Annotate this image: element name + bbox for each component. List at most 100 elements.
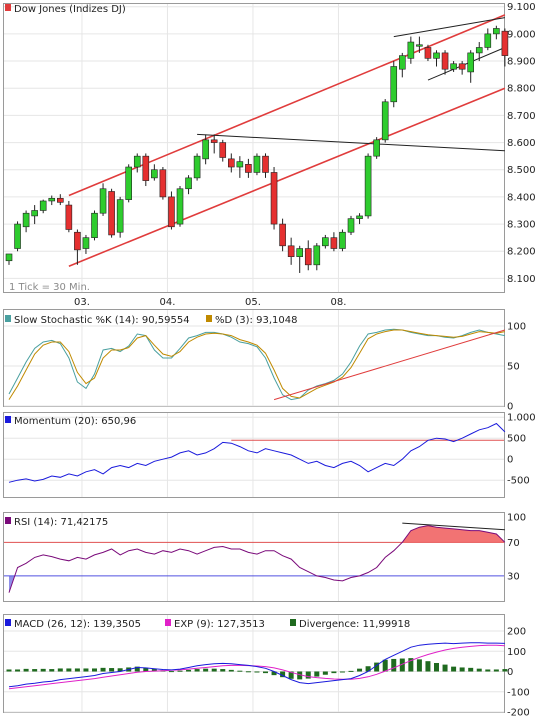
marks-layer: 9.100 9.000 8.900 8.800 8.700 8.600 8.500 8.400… [4, 2, 536, 718]
candle-body-43 [373, 139, 380, 157]
candle-body-21 [185, 177, 192, 190]
rsi-y-tick-1: 70 [507, 538, 520, 549]
divergence-bar-13 [117, 668, 123, 672]
candle-body-20 [176, 188, 184, 225]
divergence-bar-7 [66, 668, 72, 672]
rsi-overbought-fill [402, 525, 505, 543]
stoch-trendline [273, 329, 506, 401]
divergence-bar-46 [399, 658, 405, 672]
divergence-bar-54 [468, 667, 474, 672]
divergence-bar-3 [32, 669, 38, 672]
divergence-legend-swatch [290, 619, 296, 626]
price-y-tick-9: 8.200 [507, 247, 536, 258]
candle-body-50 [433, 52, 440, 59]
divergence-bar-21 [186, 669, 192, 672]
candle-body-46 [398, 55, 406, 70]
candle-body-15 [133, 155, 141, 168]
divergence-legend: Divergence: 11,99918 [299, 619, 410, 630]
stoch-d-legend: %D (3): 93,1048 [215, 315, 297, 326]
divergence-bar-22 [194, 669, 200, 672]
divergence-bar-26 [228, 669, 234, 672]
candle-body-32 [279, 223, 286, 247]
divergence-bar-53 [459, 667, 465, 672]
divergence-bar-16 [143, 667, 149, 672]
candle-body-27 [236, 161, 244, 168]
candle-body-48 [416, 44, 423, 47]
candle-body-16 [142, 155, 150, 181]
macd-y-tick-0: 200 [507, 627, 526, 638]
divergence-bar-6 [57, 668, 63, 672]
candle-body-17 [151, 169, 158, 179]
price-y-tick-10: 8.100 [507, 274, 536, 285]
divergence-bar-29 [254, 671, 260, 673]
rsi-trendline [402, 522, 505, 531]
divergence-bar-50 [434, 662, 439, 672]
momentum-y-tick-0: 1.000 [507, 413, 536, 424]
price-y-tick-2: 8.900 [507, 57, 536, 68]
candle-body-6 [56, 197, 64, 203]
momentum-y-tick-3: -500 [507, 476, 530, 487]
candle-body-40 [347, 218, 355, 233]
candle-body-1 [14, 223, 21, 249]
candle-body-47 [407, 41, 415, 59]
price-y-tick-1: 9.000 [507, 29, 536, 40]
divergence-bar-27 [237, 670, 243, 672]
macd-legend: MACD (26, 12): 139,3505 [14, 619, 141, 630]
candle-body-0 [5, 253, 13, 262]
stoch-y-tick-1: 50 [507, 362, 520, 373]
macd-y-tick-3: -100 [507, 687, 530, 698]
divergence-bar-10 [92, 668, 97, 672]
price-y-tick-0: 9.100 [507, 2, 536, 13]
candle-body-35 [304, 248, 312, 266]
price-tick-note: 1 Tick = 30 Min. [9, 282, 90, 293]
divergence-bar-20 [177, 670, 183, 672]
stoch-k-legend: Slow Stochastic %K (14): 90,59554 [14, 315, 190, 326]
divergence-bar-1 [15, 669, 21, 672]
candle-body-5 [48, 197, 56, 202]
divergence-bar-30 [263, 671, 268, 674]
candle-body-3 [31, 210, 38, 217]
price-x-tick-1: 04. [159, 297, 175, 308]
price-x-tick-3: 08. [330, 297, 346, 308]
macd-y-tick-4: -200 [507, 708, 530, 718]
candle-body-36 [313, 245, 321, 266]
price-y-tick-4: 8.700 [507, 111, 536, 122]
macd-series-1 [8, 642, 505, 688]
stoch-y-tick-0: 100 [507, 322, 526, 333]
price-y-tick-5: 8.600 [507, 138, 536, 149]
candle-body-58 [501, 30, 509, 56]
divergence-bar-28 [245, 671, 251, 673]
divergence-bar-0 [6, 669, 12, 672]
momentum-series-0 [8, 422, 506, 483]
momentum-y-tick-1: 500 [507, 434, 526, 445]
channel-lower [68, 87, 506, 267]
price-y-tick-6: 8.500 [507, 165, 536, 176]
candle-body-9 [82, 237, 90, 249]
divergence-bar-5 [49, 669, 55, 672]
divergence-bar-36 [314, 671, 320, 677]
candle-body-44 [381, 101, 389, 141]
rsi-y-tick-2: 30 [507, 571, 520, 582]
divergence-bar-9 [83, 668, 89, 672]
candle-body-49 [424, 47, 432, 59]
rsi-legend-swatch [5, 517, 11, 524]
macd-series-0 [8, 644, 505, 690]
candle-body-39 [339, 231, 346, 249]
candle-body-26 [228, 158, 235, 168]
momentum-panel-frame [3, 412, 505, 498]
candle-body-28 [245, 164, 252, 173]
candle-body-54 [467, 52, 475, 73]
divergence-bar-24 [211, 668, 217, 672]
price-y-tick-8: 8.300 [507, 220, 536, 231]
stoch-series-0 [8, 328, 505, 401]
divergence-bar-25 [220, 669, 226, 672]
candle-body-22 [193, 155, 201, 179]
candle-body-41 [356, 215, 363, 219]
divergence-bar-48 [416, 659, 422, 672]
candle-body-25 [219, 142, 227, 158]
candle-body-30 [262, 155, 269, 173]
candle-body-24 [210, 139, 218, 143]
candle-body-14 [125, 166, 132, 200]
divergence-bar-23 [203, 668, 209, 672]
